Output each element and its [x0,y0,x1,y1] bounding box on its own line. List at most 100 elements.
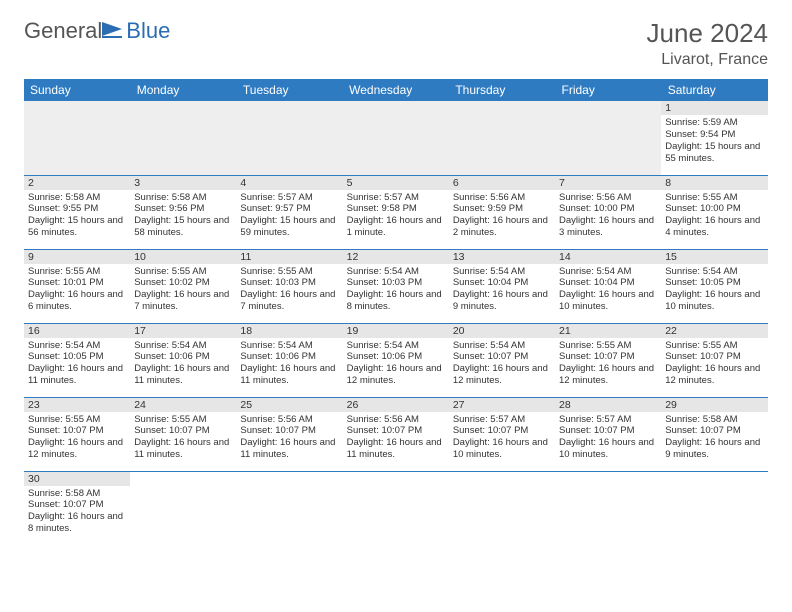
day-number: 24 [130,398,236,412]
day-number: 15 [661,250,767,264]
calendar-day-cell: 3Sunrise: 5:58 AMSunset: 9:56 PMDaylight… [130,175,236,249]
day-number: 1 [661,101,767,115]
sunrise-text: Sunrise: 5:55 AM [28,266,126,278]
logo-text-2: Blue [126,18,170,44]
daylight-text: Daylight: 16 hours and 10 minutes. [665,289,763,313]
calendar-day-cell: 9Sunrise: 5:55 AMSunset: 10:01 PMDayligh… [24,249,130,323]
sunset-text: Sunset: 10:03 PM [347,277,445,289]
day-number: 20 [449,324,555,338]
sunset-text: Sunset: 10:01 PM [28,277,126,289]
weekday-header: Sunday [24,79,130,101]
sunrise-text: Sunrise: 5:56 AM [240,414,338,426]
daylight-text: Daylight: 16 hours and 10 minutes. [559,437,657,461]
sunrise-text: Sunrise: 5:58 AM [28,488,126,500]
sunrise-text: Sunrise: 5:55 AM [134,266,232,278]
weekday-header: Monday [130,79,236,101]
sunset-text: Sunset: 10:04 PM [559,277,657,289]
day-number: 7 [555,176,661,190]
day-number: 14 [555,250,661,264]
sunrise-text: Sunrise: 5:56 AM [453,192,551,204]
sunrise-text: Sunrise: 5:54 AM [347,340,445,352]
sunset-text: Sunset: 10:07 PM [240,425,338,437]
sunset-text: Sunset: 10:07 PM [665,425,763,437]
day-number: 8 [661,176,767,190]
daylight-text: Daylight: 16 hours and 10 minutes. [559,289,657,313]
sunrise-text: Sunrise: 5:55 AM [665,340,763,352]
day-number: 29 [661,398,767,412]
sunset-text: Sunset: 10:07 PM [453,351,551,363]
daylight-text: Daylight: 15 hours and 55 minutes. [665,141,763,165]
sunrise-text: Sunrise: 5:55 AM [559,340,657,352]
sunrise-text: Sunrise: 5:56 AM [559,192,657,204]
sunset-text: Sunset: 10:07 PM [453,425,551,437]
weekday-header: Wednesday [343,79,449,101]
sunrise-text: Sunrise: 5:58 AM [134,192,232,204]
calendar-empty-cell [343,101,449,175]
sunrise-text: Sunrise: 5:54 AM [28,340,126,352]
sunrise-text: Sunrise: 5:54 AM [134,340,232,352]
sunrise-text: Sunrise: 5:57 AM [240,192,338,204]
daylight-text: Daylight: 15 hours and 59 minutes. [240,215,338,239]
sunset-text: Sunset: 10:07 PM [665,351,763,363]
calendar-empty-cell [449,471,555,545]
daylight-text: Daylight: 16 hours and 3 minutes. [559,215,657,239]
calendar-empty-cell [24,101,130,175]
sunset-text: Sunset: 9:55 PM [28,203,126,215]
daylight-text: Daylight: 15 hours and 58 minutes. [134,215,232,239]
sunset-text: Sunset: 9:54 PM [665,129,763,141]
daylight-text: Daylight: 16 hours and 4 minutes. [665,215,763,239]
sunset-text: Sunset: 10:07 PM [559,351,657,363]
calendar-empty-cell [555,471,661,545]
daylight-text: Daylight: 16 hours and 1 minute. [347,215,445,239]
calendar-week-row: 9Sunrise: 5:55 AMSunset: 10:01 PMDayligh… [24,249,768,323]
location: Livarot, France [647,51,768,69]
day-number: 4 [236,176,342,190]
daylight-text: Daylight: 16 hours and 9 minutes. [453,289,551,313]
daylight-text: Daylight: 16 hours and 12 minutes. [453,363,551,387]
sunrise-text: Sunrise: 5:54 AM [665,266,763,278]
day-number: 25 [236,398,342,412]
sunset-text: Sunset: 10:07 PM [28,425,126,437]
calendar-empty-cell [555,101,661,175]
day-number: 26 [343,398,449,412]
calendar-day-cell: 24Sunrise: 5:55 AMSunset: 10:07 PMDaylig… [130,397,236,471]
sunset-text: Sunset: 9:57 PM [240,203,338,215]
daylight-text: Daylight: 16 hours and 11 minutes. [240,363,338,387]
calendar-week-row: 2Sunrise: 5:58 AMSunset: 9:55 PMDaylight… [24,175,768,249]
sunset-text: Sunset: 10:00 PM [559,203,657,215]
calendar-empty-cell [236,471,342,545]
weekday-header: Friday [555,79,661,101]
sunrise-text: Sunrise: 5:57 AM [453,414,551,426]
daylight-text: Daylight: 16 hours and 11 minutes. [347,437,445,461]
day-number: 12 [343,250,449,264]
title-block: June 2024 Livarot, France [647,18,768,69]
sunset-text: Sunset: 10:05 PM [665,277,763,289]
calendar-day-cell: 13Sunrise: 5:54 AMSunset: 10:04 PMDaylig… [449,249,555,323]
calendar-empty-cell [130,471,236,545]
calendar-day-cell: 26Sunrise: 5:56 AMSunset: 10:07 PMDaylig… [343,397,449,471]
calendar-table: SundayMondayTuesdayWednesdayThursdayFrid… [24,79,768,545]
day-number: 28 [555,398,661,412]
daylight-text: Daylight: 16 hours and 2 minutes. [453,215,551,239]
day-number: 17 [130,324,236,338]
calendar-empty-cell [449,101,555,175]
calendar-day-cell: 7 Sunrise: 5:56 AMSunset: 10:00 PMDayligh… [555,175,661,249]
sunset-text: Sunset: 10:07 PM [28,499,126,511]
day-number: 3 [130,176,236,190]
calendar-head: SundayMondayTuesdayWednesdayThursdayFrid… [24,79,768,101]
sunset-text: Sunset: 10:04 PM [453,277,551,289]
calendar-day-cell: 6Sunrise: 5:56 AMSunset: 9:59 PMDaylight… [449,175,555,249]
sunrise-text: Sunrise: 5:55 AM [665,192,763,204]
sunrise-text: Sunrise: 5:55 AM [134,414,232,426]
sunrise-text: Sunrise: 5:59 AM [665,117,763,129]
day-number: 9 [24,250,130,264]
sunset-text: Sunset: 9:58 PM [347,203,445,215]
calendar-day-cell: 30Sunrise: 5:58 AMSunset: 10:07 PMDaylig… [24,471,130,545]
sunset-text: Sunset: 10:06 PM [240,351,338,363]
sunrise-text: Sunrise: 5:57 AM [559,414,657,426]
calendar-day-cell: 20Sunrise: 5:54 AMSunset: 10:07 PMDaylig… [449,323,555,397]
daylight-text: Daylight: 16 hours and 11 minutes. [134,437,232,461]
weekday-header: Saturday [661,79,767,101]
calendar-week-row: 30Sunrise: 5:58 AMSunset: 10:07 PMDaylig… [24,471,768,545]
sunset-text: Sunset: 10:06 PM [134,351,232,363]
